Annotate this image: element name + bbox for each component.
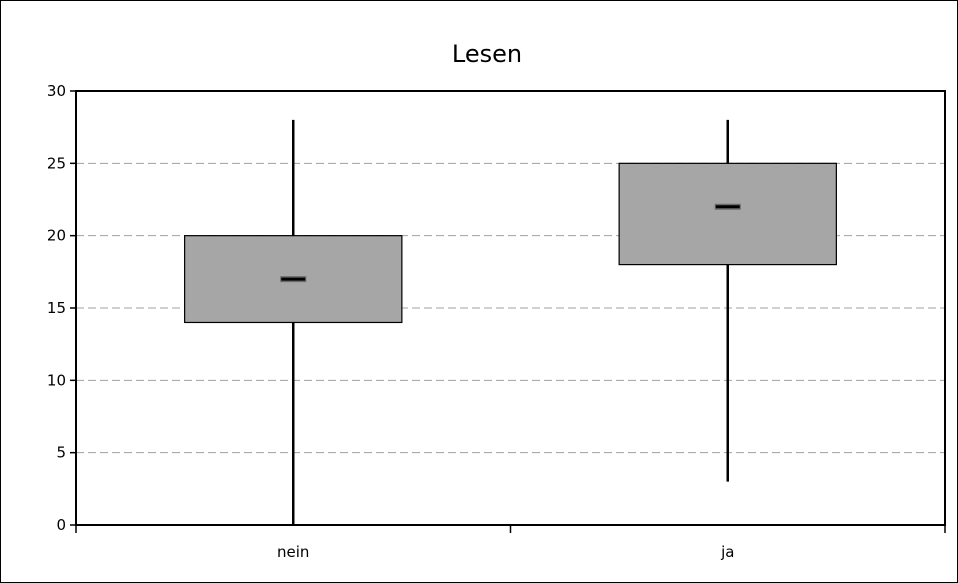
x-tick-label: nein [277, 543, 309, 561]
y-tick-label: 30 [47, 82, 66, 100]
y-tick-label: 15 [47, 299, 66, 317]
chart-title: Lesen [452, 40, 522, 68]
y-tick-label: 5 [56, 444, 66, 462]
box-ja [618, 119, 837, 482]
y-tick-label: 20 [47, 227, 66, 245]
x-tick-label: ja [720, 543, 734, 561]
box-nein [184, 119, 403, 525]
axes: 0 5 10 15 20 25 30 nein ja [47, 82, 946, 561]
iqr-box-ja [618, 162, 837, 266]
y-tick-label: 25 [47, 154, 66, 172]
y-tick-label: 10 [47, 371, 66, 389]
y-tick-label: 0 [56, 516, 66, 534]
boxes [184, 119, 837, 525]
